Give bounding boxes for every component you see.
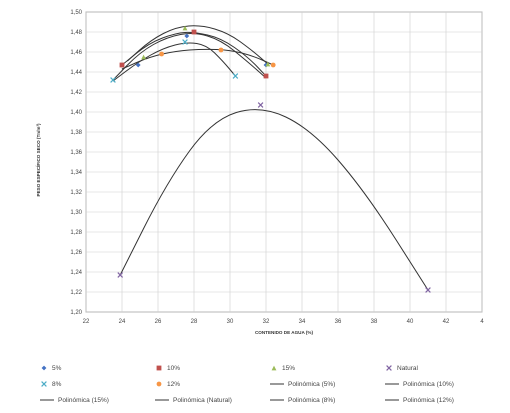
y-tick-label: 1,40 [70, 110, 82, 116]
legend-swatch [385, 383, 399, 385]
data-point [110, 77, 116, 83]
data-point [257, 102, 264, 108]
data-point [159, 51, 165, 57]
legend-label: 8% [52, 380, 62, 388]
x-tick-label: 28 [191, 319, 198, 325]
legend-item: Polinómica (Natural) [155, 396, 232, 404]
legend-label: 5% [52, 364, 62, 372]
y-tick-label: 1,50 [70, 10, 82, 16]
y-tick-label: 1,34 [70, 170, 82, 176]
trend-line [127, 25, 269, 65]
y-tick-label: 1,46 [70, 50, 82, 56]
data-point [184, 33, 190, 39]
legend-item: 10% [155, 364, 180, 372]
y-tick-label: 1,22 [70, 290, 82, 296]
data-point [191, 29, 197, 35]
x-tick-label: 34 [299, 319, 306, 325]
data-point [425, 287, 431, 293]
y-tick-label: 1,28 [70, 230, 82, 236]
trend-line [119, 109, 429, 291]
data-point [265, 61, 271, 67]
legend-swatch [271, 365, 277, 371]
y-tick-label: 1,44 [70, 70, 82, 76]
y-tick-label: 1,32 [70, 190, 82, 196]
x-tick-label: 32 [263, 319, 270, 325]
legend-label: Polinómica (15%) [58, 396, 109, 404]
plot-area [85, 11, 483, 313]
x-tick-label: 40 [407, 319, 414, 325]
x-axis-title: CONTENIDO DE AGUA (%) [255, 330, 314, 335]
x-tick-label: 36 [335, 319, 342, 325]
data-point [117, 272, 124, 278]
data-point [135, 62, 141, 68]
legend-item: Polinómica (5%) [270, 380, 335, 388]
data-point [119, 62, 125, 68]
legend-swatch [156, 381, 162, 387]
legend-item: Polinómica (10%) [385, 380, 454, 388]
data-point [218, 47, 224, 53]
data-point [232, 73, 239, 79]
legend-item: Natural [385, 364, 418, 372]
x-tick-label: 24 [119, 319, 126, 325]
trend-line [121, 48, 274, 70]
legend-label: Polinómica (Natural) [173, 396, 232, 404]
data-point [141, 54, 146, 60]
x-tick-label: 42 [443, 319, 450, 325]
y-tick-label: 1,42 [70, 90, 82, 96]
y-tick-label: 1,26 [70, 250, 82, 256]
legend-label: 15% [282, 364, 296, 372]
x-tick-label: 30 [227, 319, 234, 325]
legend-swatch [385, 399, 399, 401]
legend-label: Polinómica (12%) [403, 396, 454, 404]
y-tick-label: 1,38 [70, 130, 82, 136]
y-tick-label: 1,20 [70, 310, 82, 316]
x-tick-labels: 22 24 26 28 30 32 34 36 38 40 42 4 [83, 319, 485, 325]
y-tick-label: 1,48 [70, 30, 82, 36]
y-axis-title: PESO ESPECÍFICO SECO (Tn/m³) [34, 123, 41, 196]
y-tick-labels: 1,20 1,22 1,24 1,26 1,28 1,30 1,32 1,34 1,36 1,38… [70, 10, 82, 316]
legend-item: 5% [40, 364, 61, 372]
legend-label: Polinómica (10%) [403, 380, 454, 388]
legend-label: 12% [167, 380, 181, 388]
y-tick-label: 1,24 [70, 270, 82, 276]
compaction-chart: 1,20 1,22 1,24 1,26 1,28 1,30 1,32 1,34 1,36 1,38… [34, 10, 485, 335]
data-point [270, 62, 276, 68]
legend-item: Polinómica (12%) [385, 396, 454, 404]
legend-swatch [41, 381, 47, 387]
legend-swatch [270, 383, 284, 385]
legend-swatch [40, 399, 54, 401]
y-tick-label: 1,36 [70, 150, 82, 156]
legend-item: 12% [155, 380, 180, 388]
chart-legend: 5% 10% 15% Natural 8% 12% Polinómica (5%) Polin… [0, 360, 510, 413]
legend-item: 8% [40, 380, 61, 388]
x-tick-label: 22 [83, 319, 90, 325]
data-point [182, 39, 188, 45]
legend-swatch [386, 365, 392, 371]
legend-swatch [156, 365, 162, 371]
data-point [263, 62, 269, 68]
data-point [263, 73, 269, 79]
legend-item: 15% [270, 364, 295, 372]
x-tick-label: 38 [371, 319, 378, 325]
x-tick-label: 26 [155, 319, 162, 325]
legend-swatch [41, 365, 47, 371]
legend-label: 10% [167, 364, 181, 372]
legend-item: Polinómica (8%) [270, 396, 335, 404]
legend-label: Polinómica (5%) [288, 380, 336, 388]
legend-label: Natural [397, 364, 418, 372]
y-tick-label: 1,30 [70, 210, 82, 216]
data-points [110, 25, 431, 293]
legend-item: Polinómica (15%) [40, 396, 109, 404]
legend-swatch [270, 399, 284, 401]
legend-label: Polinómica (8%) [288, 396, 336, 404]
data-point [182, 25, 188, 31]
x-tick-label: 4 [480, 319, 484, 325]
legend-swatch [155, 399, 169, 401]
